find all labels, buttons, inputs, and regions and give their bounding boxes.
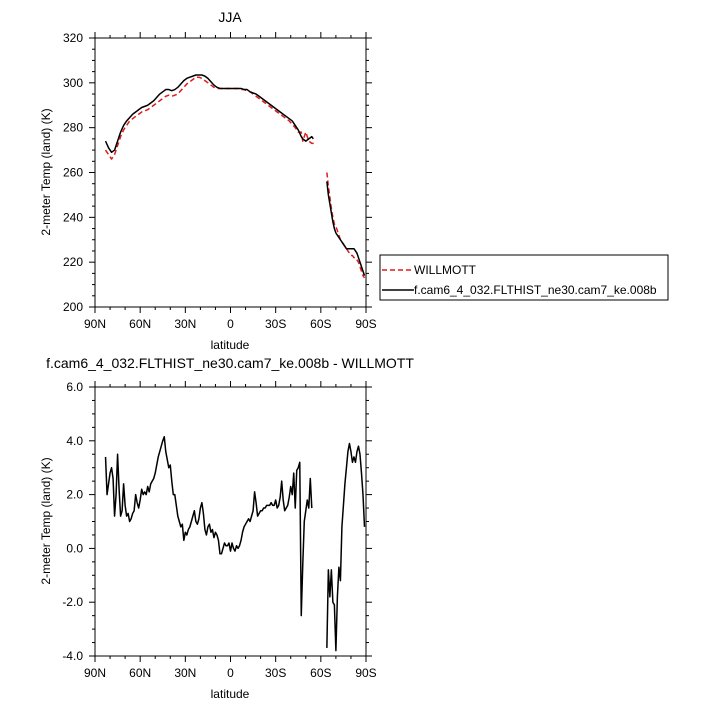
bottom-series-0-line [104, 436, 313, 617]
top-chart-title: JJA [218, 9, 242, 25]
legend: WILLMOTT f.cam6_4_032.FLTHIST_ne30.cam7_… [379, 254, 669, 301]
bottom-plot-lines [104, 436, 366, 652]
top-y-tick-label: 260 [63, 166, 83, 180]
bottom-x-tick-label: 90N [84, 666, 106, 680]
bottom-y-tick-label: 0.0 [66, 541, 83, 555]
bottom-y-tick-label: 4.0 [66, 434, 83, 448]
top-x-tick-label: 30S [265, 317, 286, 331]
top-y-tick-label: 220 [63, 255, 83, 269]
top-y-tick-label: 320 [63, 31, 83, 45]
legend-label-willmott: WILLMOTT [414, 263, 477, 277]
top-y-tick-label: 200 [63, 300, 83, 314]
top-x-tick-label: 60N [129, 317, 151, 331]
top-x-tick-label: 30N [174, 317, 196, 331]
top-y-tick-label: 280 [63, 121, 83, 135]
legend-label-model: f.cam6_4_032.FLTHIST_ne30.cam7_ke.008b [414, 283, 657, 297]
bottom-chart-panel: f.cam6_4_032.FLTHIST_ne30.cam7_ke.008b -… [39, 355, 414, 701]
bottom-x-tick-label: 60S [310, 666, 331, 680]
bottom-chart-title: f.cam6_4_032.FLTHIST_ne30.cam7_ke.008b -… [46, 355, 414, 371]
top-x-tick-label: 90N [84, 317, 106, 331]
bottom-y-tick-label: -2.0 [62, 595, 83, 609]
bottom-x-tick-label: 90S [355, 666, 376, 680]
top-x-axis-title: latitude [211, 338, 250, 352]
top-y-tick-label: 240 [63, 210, 83, 224]
top-y-tick-label: 300 [63, 76, 83, 90]
top-x-tick-label: 90S [355, 317, 376, 331]
bottom-x-tick-label: 0 [227, 666, 234, 680]
top-y-axis-title: 2-meter Temp (land) (K) [39, 108, 53, 235]
bottom-x-tick-label: 30N [174, 666, 196, 680]
bottom-x-tick-label: 60N [129, 666, 151, 680]
bottom-ticks: 90N 60N 30N 0 30S 60S 90S -4.0 -2.0 0.0 2.0 4.0 6.0 [62, 380, 376, 680]
legend-box [379, 254, 669, 301]
bottom-series-0-line [326, 442, 366, 652]
bottom-x-tick-label: 30S [265, 666, 286, 680]
top-x-tick-label: 0 [227, 317, 234, 331]
top-ticks: 90N 60N 30N 0 30S 60S 90S 200 220 240 260 280 300 320 [63, 31, 377, 331]
bottom-y-tick-label: 2.0 [66, 488, 83, 502]
top-series-1-line [104, 74, 314, 154]
bottom-plot-frame [94, 386, 367, 657]
top-plot-lines [104, 74, 366, 279]
top-x-tick-label: 60S [310, 317, 331, 331]
top-series-0-line [104, 76, 315, 160]
top-series-0-line [326, 172, 366, 279]
top-chart-panel: JJA 90N 60N 30N 0 30S 60S 90S 200 220 240 260 280 30… [39, 9, 377, 352]
top-plot-frame [94, 37, 367, 308]
bottom-y-tick-label: -4.0 [62, 649, 83, 663]
top-series-1-line [326, 181, 366, 276]
bottom-x-axis-title: latitude [211, 687, 250, 701]
bottom-y-axis-title: 2-meter Temp (land) (K) [39, 457, 53, 584]
bottom-y-tick-label: 6.0 [66, 380, 83, 394]
